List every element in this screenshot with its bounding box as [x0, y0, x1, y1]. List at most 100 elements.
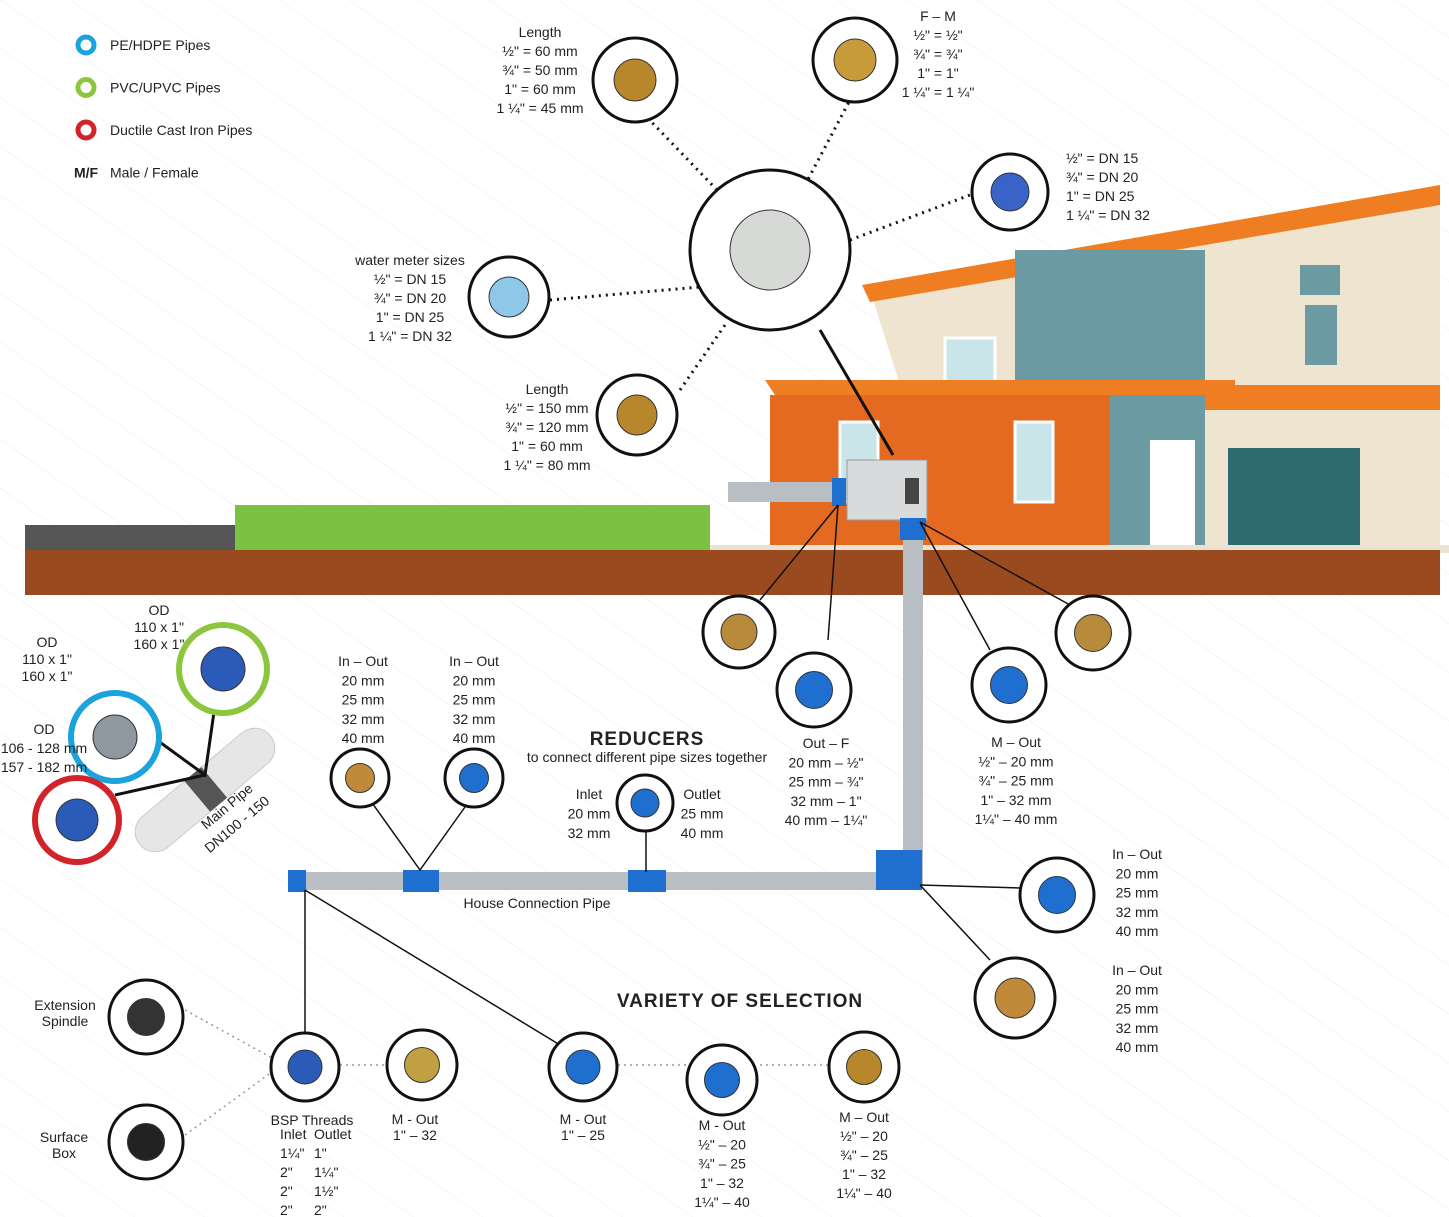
- callout-line: 20 mm: [1116, 865, 1159, 881]
- legend-label: Ductile Cast Iron Pipes: [110, 122, 252, 138]
- callout-line: OD: [37, 634, 58, 650]
- callout-line: ½" – 20: [698, 1136, 746, 1152]
- callout-line: 1" – 32: [842, 1166, 886, 1182]
- callout-line: 1¼" – 40 mm: [975, 811, 1058, 827]
- callout-line: ¾" = 120 mm: [505, 419, 588, 435]
- callout-line: 1" – 32: [393, 1127, 437, 1143]
- callout-line: 32 mm: [453, 711, 496, 727]
- fitting-icon: [616, 394, 658, 436]
- variety-title: VARIETY OF SELECTION: [617, 991, 863, 1012]
- house-pipe-label: House Connection Pipe: [463, 895, 610, 911]
- reducers-subtitle: to connect different pipe sizes together: [527, 749, 768, 765]
- legend-label: PVC/UPVC Pipes: [110, 80, 220, 96]
- fitting-icon: [488, 276, 530, 318]
- fitting-icon: [565, 1049, 601, 1085]
- bsp-column: Inlet: [280, 1126, 307, 1142]
- legend-swatch: [75, 119, 97, 141]
- fitting-icon: [994, 977, 1036, 1019]
- bsp-cell: 1½": [314, 1183, 338, 1199]
- callout-line: ¾" = DN 20: [374, 290, 446, 306]
- callout-line: 40 mm: [1116, 923, 1159, 939]
- callout-line: 25 mm: [1116, 1001, 1159, 1017]
- callout-line: 20 mm: [453, 672, 496, 688]
- callout-line: 157 - 182 mm: [1, 759, 87, 775]
- callout-line: 25 mm – ¾": [789, 774, 864, 790]
- legend-label: Male / Female: [110, 165, 199, 181]
- callout-line: ¾" – 25: [698, 1156, 746, 1172]
- fitting-icon: [704, 1062, 740, 1098]
- callout-line: OD: [34, 721, 55, 737]
- grass: [235, 505, 710, 553]
- callout-line: 1" – 25: [561, 1127, 605, 1143]
- house: [708, 185, 1449, 553]
- callout-line: ¾" – 25: [840, 1147, 888, 1163]
- callout-line: 110 x 1": [22, 651, 72, 667]
- callout-line: 1 ¼" = 45 mm: [496, 100, 583, 116]
- fitting-icon: [846, 1049, 882, 1085]
- callout-line: ¾" = 50 mm: [502, 62, 577, 78]
- callout-line: 20 mm: [1116, 981, 1159, 997]
- callout-line: 1" = 60 mm: [504, 81, 576, 97]
- fitting-icon: [459, 763, 489, 793]
- callout-line: 1" – 32 mm: [980, 792, 1051, 808]
- callout-line: 25 mm: [342, 692, 385, 708]
- callout-line: ½" = ½": [913, 27, 962, 43]
- callout-line: M - Out: [699, 1117, 746, 1133]
- fitting-icon: [55, 798, 99, 842]
- callout-line: 1 ¼" = DN 32: [1066, 207, 1150, 223]
- fittings: [32, 16, 1132, 1181]
- callout-line: Spindle: [42, 1013, 89, 1029]
- callout-line: 32 mm – 1": [790, 793, 861, 809]
- fitting-icon: [1038, 876, 1076, 914]
- callout-line: 40 mm: [453, 730, 496, 746]
- fitting-icon: [404, 1047, 440, 1083]
- callout-line: 160 x 1": [134, 636, 185, 652]
- callout-line: Length: [519, 24, 562, 40]
- callout-line: ½" = DN 15: [1066, 150, 1138, 166]
- callout-line: 1" – 32: [700, 1175, 744, 1191]
- callout-line: Surface: [40, 1129, 88, 1145]
- callout-line: Out – F: [803, 735, 850, 751]
- callout-line: 32 mm: [1116, 904, 1159, 920]
- callout-line: 40 mm: [681, 825, 724, 841]
- callout-line: ½" = 60 mm: [502, 43, 577, 59]
- callout-line: ¾" = DN 20: [1066, 169, 1138, 185]
- callout-line: 1¼" – 40: [836, 1185, 892, 1201]
- callout-line: 1" = 1": [917, 65, 958, 81]
- connector-lines: [114, 99, 1071, 1136]
- callout-line: M - Out: [560, 1111, 607, 1127]
- fitting-icon: [720, 613, 758, 651]
- reducers-title: REDUCERS: [590, 729, 705, 750]
- callout-line: ¾" = ¾": [913, 46, 962, 62]
- fitting-icon: [1074, 614, 1112, 652]
- bsp-cell: 2": [280, 1202, 293, 1217]
- callout-line: 1¼" – 40: [694, 1194, 750, 1210]
- bsp-cell: 2": [280, 1183, 293, 1199]
- meter-box: [728, 459, 928, 521]
- fitting-icon: [200, 646, 246, 692]
- callout-line: Extension: [34, 997, 95, 1013]
- callout-line: ½" = 150 mm: [505, 400, 588, 416]
- callout-line: 1" = 60 mm: [511, 438, 583, 454]
- callout-line: 40 mm: [342, 730, 385, 746]
- callout-line: M – Out: [991, 734, 1041, 750]
- fitting-icon: [833, 38, 877, 82]
- fitting-icon: [990, 666, 1028, 704]
- callout-line: Inlet: [576, 786, 603, 802]
- fitting-icon: [795, 671, 833, 709]
- callout-line: 25 mm: [453, 692, 496, 708]
- gravel: [25, 525, 235, 553]
- callout-line: M – Out: [839, 1109, 889, 1125]
- fitting-icon: [630, 788, 660, 818]
- soil: [25, 550, 1440, 595]
- callout-line: ¾" – 25 mm: [979, 773, 1054, 789]
- fitting-icon: [345, 763, 375, 793]
- fitting-icon: [729, 209, 811, 291]
- callout-line: 25 mm: [681, 806, 724, 822]
- callout-line: 1" = DN 25: [1066, 188, 1135, 204]
- fitting-icon: [127, 998, 165, 1036]
- bsp-title: BSP Threads: [271, 1112, 354, 1128]
- callout-line: 32 mm: [568, 825, 611, 841]
- bsp-cell: 1¼": [314, 1164, 338, 1180]
